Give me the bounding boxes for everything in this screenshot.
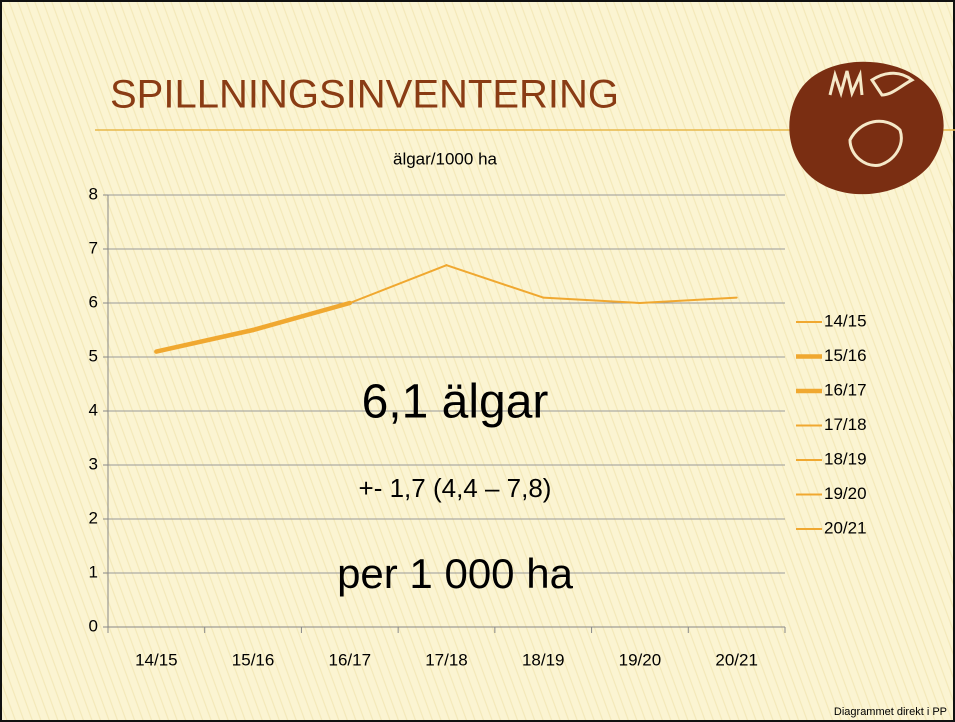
y-tick-label: 5 bbox=[89, 346, 98, 365]
slide-title: SPILLNINGSINVENTERING bbox=[110, 73, 619, 117]
y-tick-label: 1 bbox=[89, 562, 98, 581]
y-tick-label: 7 bbox=[89, 238, 98, 257]
legend-label: 19/20 bbox=[824, 484, 867, 503]
annotation: 6,1 älgar bbox=[362, 376, 549, 429]
y-tick-label: 2 bbox=[89, 508, 98, 527]
annotation: +- 1,7 (4,4 – 7,8) bbox=[359, 473, 552, 503]
x-tick-label: 19/20 bbox=[619, 650, 662, 669]
x-tick-label: 17/18 bbox=[425, 650, 468, 669]
x-tick-label: 14/15 bbox=[135, 650, 178, 669]
annotation: per 1 000 ha bbox=[337, 550, 574, 597]
y-tick-label: 0 bbox=[89, 616, 98, 635]
y-tick-label: 8 bbox=[89, 184, 98, 203]
legend-label: 16/17 bbox=[824, 380, 867, 399]
chart-title: älgar/1000 ha bbox=[393, 149, 498, 168]
legend-label: 15/16 bbox=[824, 346, 867, 365]
y-tick-label: 3 bbox=[89, 454, 98, 473]
legend-label: 14/15 bbox=[824, 311, 867, 330]
x-tick-label: 16/17 bbox=[329, 650, 372, 669]
y-tick-label: 4 bbox=[89, 400, 98, 419]
x-tick-label: 15/16 bbox=[232, 650, 275, 669]
line bbox=[638, 296, 738, 304]
line bbox=[445, 264, 545, 299]
moose-logo bbox=[789, 61, 944, 195]
line bbox=[542, 296, 641, 304]
legend-label: 20/21 bbox=[824, 518, 867, 537]
x-tick-label: 20/21 bbox=[715, 650, 758, 669]
line bbox=[348, 264, 448, 304]
plot: 0 1 2 3 4 5 6 7 8 14/15 15/16 16/17 17/18 18/19 19/20 2… bbox=[89, 184, 867, 669]
line bbox=[154, 327, 256, 354]
legend-label: 17/18 bbox=[824, 415, 867, 434]
y-tick-label: 6 bbox=[89, 292, 98, 311]
line bbox=[250, 300, 353, 333]
x-tick-label: 18/19 bbox=[522, 650, 565, 669]
legend-label: 18/19 bbox=[824, 449, 867, 468]
footer: Diagrammet direkt i PP bbox=[834, 706, 947, 718]
